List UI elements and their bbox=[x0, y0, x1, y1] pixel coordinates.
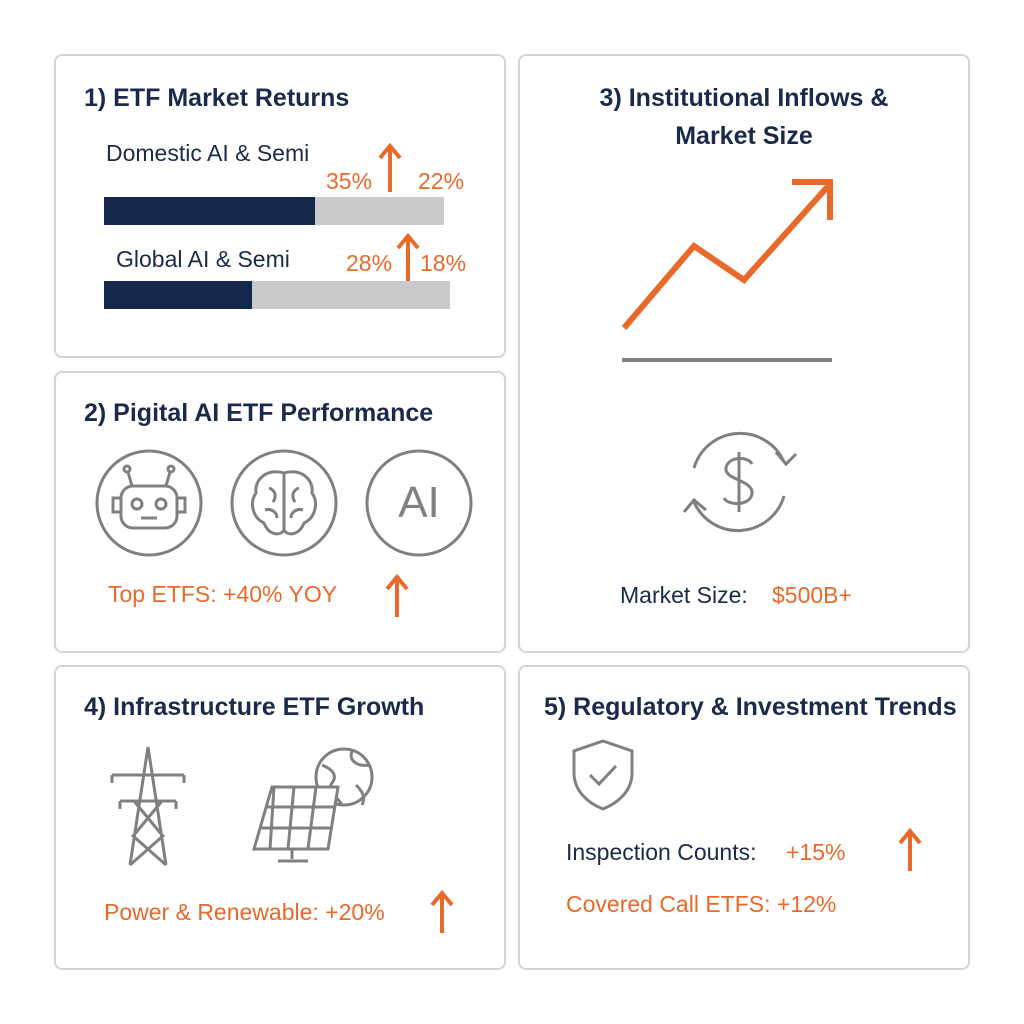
arrow-up bbox=[396, 232, 420, 282]
row-value: 28% bbox=[346, 250, 393, 276]
row-value: 22% bbox=[418, 168, 465, 194]
panel-title: Market Size bbox=[675, 122, 813, 150]
bar bbox=[104, 281, 450, 309]
panel: 3) Institutional Inflows & Market Size M… bbox=[518, 54, 970, 653]
line-label: Inspection Counts: bbox=[566, 839, 757, 865]
line: Covered Call ETFS: +12% bbox=[566, 891, 837, 917]
arrow-up bbox=[385, 573, 409, 617]
solar-globe-icon bbox=[252, 747, 374, 863]
panel-title: 5) Regulatory & Investment Trends bbox=[544, 693, 957, 721]
ai-icon bbox=[365, 449, 473, 557]
bar bbox=[104, 197, 444, 225]
note-value: $500B+ bbox=[772, 582, 852, 608]
row-value: 35% bbox=[326, 168, 373, 194]
panel-title: 2) Pigital AI ETF Performance bbox=[84, 399, 434, 427]
line-value: +15% bbox=[786, 839, 846, 865]
row-value: 18% bbox=[420, 250, 467, 276]
panel-title: 3) Institutional Inflows & bbox=[599, 84, 889, 112]
note-label: Market Size: bbox=[620, 582, 748, 608]
shield-icon bbox=[572, 739, 634, 811]
arrow-up bbox=[898, 827, 922, 871]
note: Top ETFS: +40% YOY bbox=[108, 581, 338, 607]
panel: 4) Infrastructure ETF Growth Power & Ren… bbox=[54, 665, 506, 970]
row-label: Domestic AI & Semi bbox=[106, 140, 310, 166]
brain-icon bbox=[230, 449, 338, 557]
panel-title: 1) ETF Market Returns bbox=[84, 84, 350, 112]
arrow-up bbox=[378, 142, 402, 192]
panel: 5) Regulatory & Investment Trends Inspec… bbox=[518, 665, 970, 970]
tower-icon bbox=[110, 746, 186, 867]
note: Power & Renewable: +20% bbox=[104, 899, 385, 925]
panel-title: 4) Infrastructure ETF Growth bbox=[84, 693, 425, 721]
icon-text: AI bbox=[398, 478, 440, 527]
arrow-up bbox=[430, 889, 454, 933]
panel: 1) ETF Market Returns Domestic AI & Semi… bbox=[54, 54, 506, 358]
robot-icon bbox=[95, 449, 203, 557]
trend-icon bbox=[621, 179, 833, 362]
row-label: Global AI & Semi bbox=[116, 246, 290, 272]
panel: 2) Pigital AI ETF Performance AI Top ETF… bbox=[54, 371, 506, 653]
dollar-cycle-icon bbox=[682, 431, 798, 533]
